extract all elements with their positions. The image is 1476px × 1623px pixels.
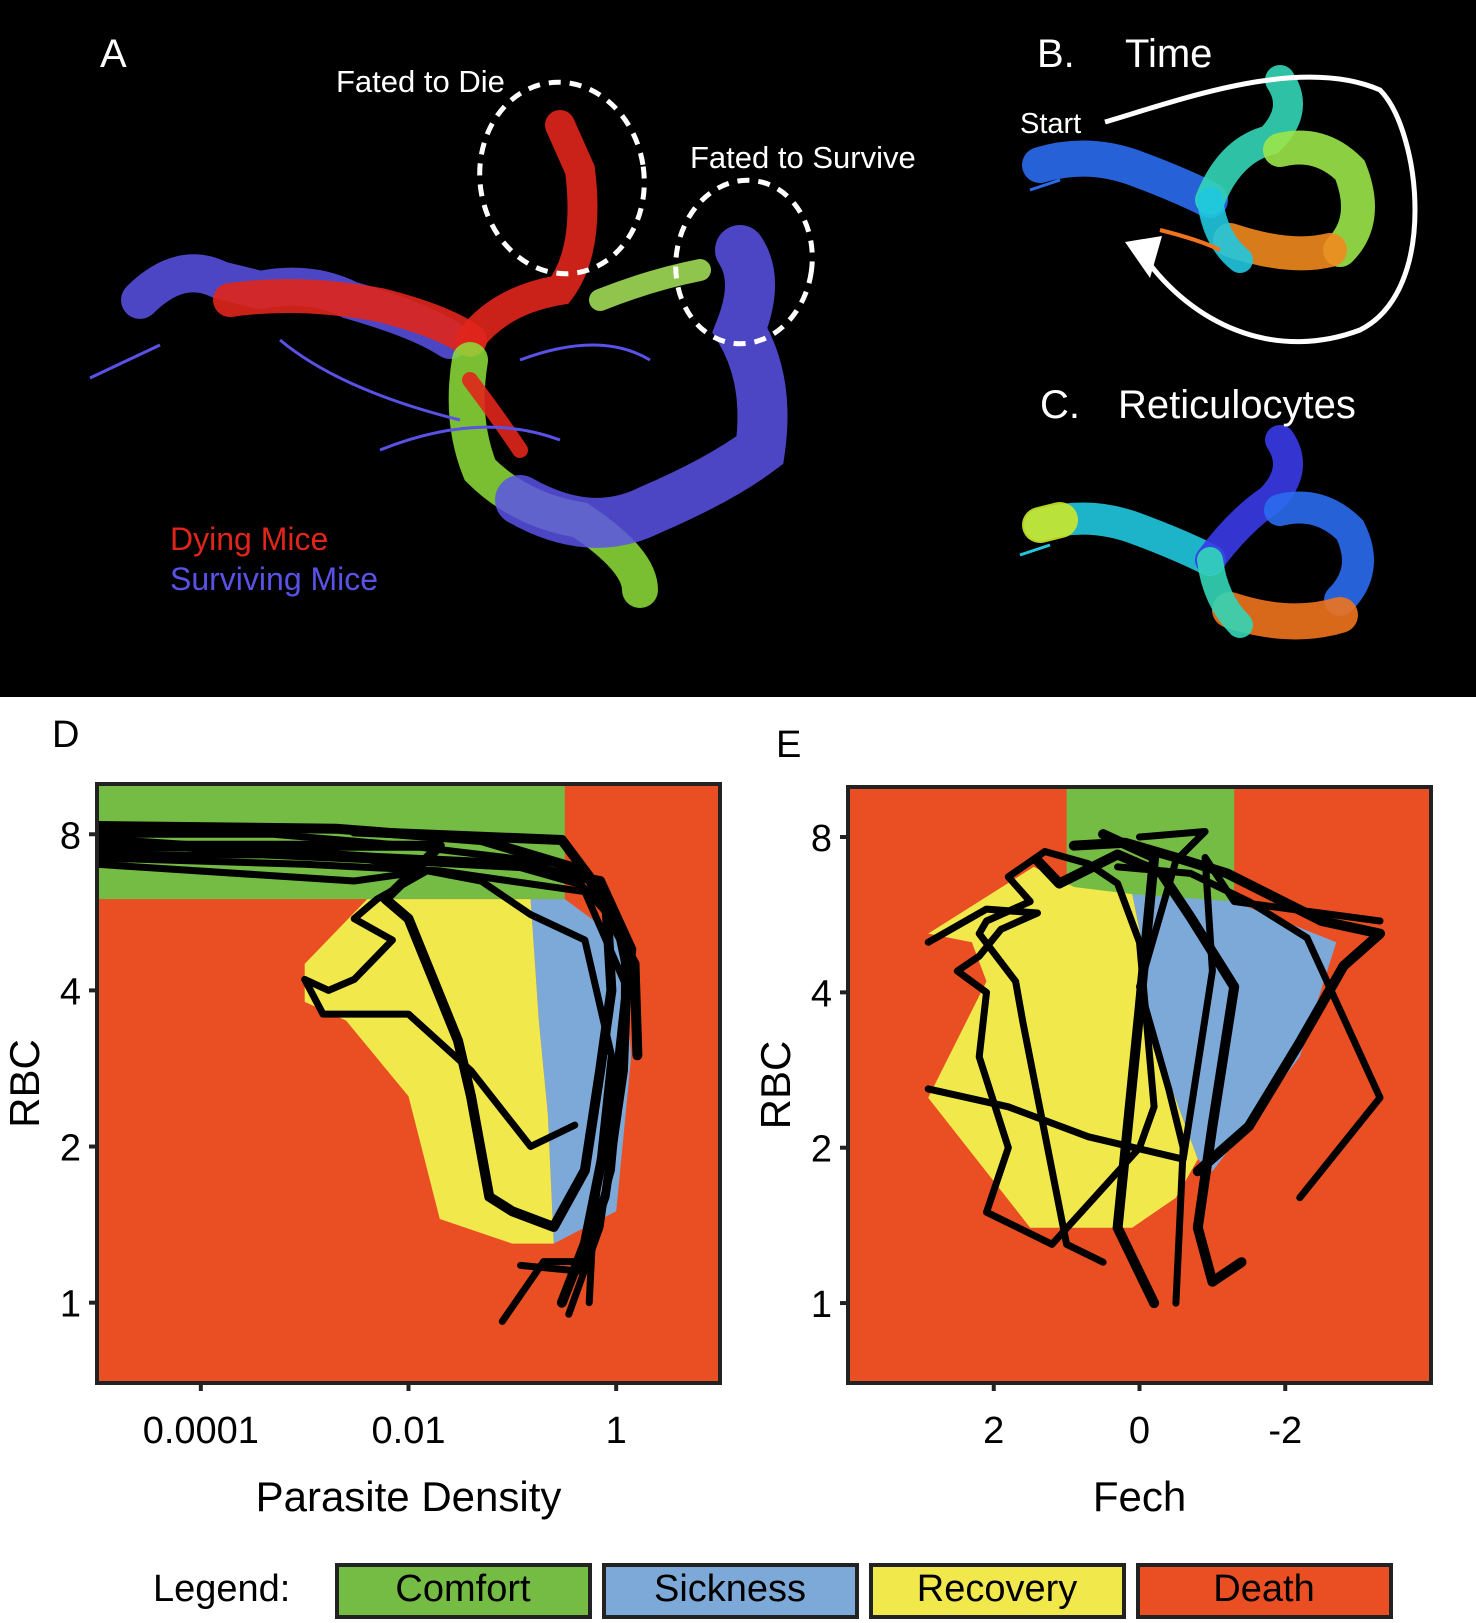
time-arrow-head <box>1125 236 1162 278</box>
chart-d-region-recovery <box>304 899 554 1244</box>
panel-d-letter: D <box>52 714 79 756</box>
chart-e-x-axis-label: Fech <box>1093 1473 1186 1520</box>
chart-e-y-tick-label-0: 1 <box>811 1284 832 1326</box>
panel-c-title: Reticulocytes <box>1118 383 1356 427</box>
chart-d-y-tick-label-2: 4 <box>60 971 81 1013</box>
chart-d-trajectory-7 <box>97 851 632 1275</box>
legend-label-death: Death <box>1213 1568 1314 1610</box>
legend-swatch-sickness <box>602 1563 859 1619</box>
chart-e-trajectory-4 <box>924 854 1384 1163</box>
chart-d: 1 2 4 8 0.0001 0.01 1 Parasite Density RBC <box>1 782 722 1520</box>
chart-d-y-axis-label: RBC <box>1 1039 48 1128</box>
chart-e-plot-area <box>924 787 1385 1309</box>
panel-b-title: Time <box>1125 32 1212 76</box>
time-arrow-path <box>1104 74 1418 344</box>
chart-e-trajectory-3 <box>1098 829 1160 1309</box>
fated-to-die-label: Fated to Die <box>336 64 505 99</box>
legend-label-sickness: Sickness <box>654 1568 806 1610</box>
chart-e-x-tick-label-0: 2 <box>983 1410 1004 1452</box>
legend-swatch-death <box>1136 1563 1393 1619</box>
chart-e-region-sickness <box>1132 894 1337 1172</box>
legend-label-recovery: Recovery <box>917 1568 1078 1610</box>
chart-e-y-tick-label-1: 2 <box>811 1129 832 1171</box>
panel-a-network-graph <box>89 110 788 608</box>
chart-e-y-tick-label-3: 8 <box>811 818 832 860</box>
chart-e: 1 2 4 8 2 0 -2 Fech RBC <box>752 785 1433 1520</box>
panel-a-letter: A <box>100 32 127 76</box>
chart-d-y-tick-label-0: 1 <box>60 1284 81 1326</box>
chart-e-y-tick-label-2: 4 <box>811 973 832 1015</box>
legend-swatch-comfort <box>335 1563 592 1619</box>
chart-e-trajectory-0 <box>1068 837 1385 1177</box>
surviving-mice-label: Surviving Mice <box>170 561 378 597</box>
legend-title: Legend: <box>153 1568 290 1610</box>
chart-d-trajectory-5 <box>97 842 615 1307</box>
chart-d-plot-area <box>97 784 643 1325</box>
chart-d-x-axis-label: Parasite Density <box>256 1473 562 1520</box>
legend-swatch-recovery <box>869 1563 1126 1619</box>
chart-e-trajectory-6 <box>1032 849 1247 1287</box>
chart-e-x-tick-label-2: -2 <box>1268 1410 1302 1452</box>
chart-e-trajectory-2 <box>1114 863 1384 1202</box>
chart-d-y-tick-label-1: 2 <box>60 1128 81 1170</box>
chart-e-x-tick-label-1: 0 <box>1129 1410 1150 1452</box>
panel-e-letter: E <box>776 724 801 766</box>
panel-c-network-graph <box>1019 425 1374 640</box>
fated-to-survive-outline <box>673 177 815 347</box>
chart-d-x-tick-label-0: 0.0001 <box>143 1410 259 1452</box>
start-label: Start <box>1020 108 1081 140</box>
fated-to-survive-label: Fated to Survive <box>690 140 916 175</box>
chart-d-x-tick-label-1: 0.01 <box>372 1410 446 1452</box>
chart-d-y-tick-label-3: 8 <box>60 815 81 857</box>
legend-label-comfort: Comfort <box>395 1568 531 1610</box>
panel-c-letter: C. <box>1040 383 1080 427</box>
chart-e-trajectory-5 <box>924 848 1158 1266</box>
legend: Legend: Comfort Sickness Recovery Death <box>153 1563 1393 1619</box>
panel-b-network-graph <box>1022 65 1375 273</box>
panel-b-letter: B. <box>1037 32 1075 76</box>
chart-d-trajectory-6 <box>97 826 617 1232</box>
chart-e-y-axis-label: RBC <box>752 1041 799 1130</box>
chart-d-x-tick-label-2: 1 <box>606 1410 627 1452</box>
dying-mice-label: Dying Mice <box>170 521 328 557</box>
chart-d-trajectory-3 <box>97 821 643 1061</box>
